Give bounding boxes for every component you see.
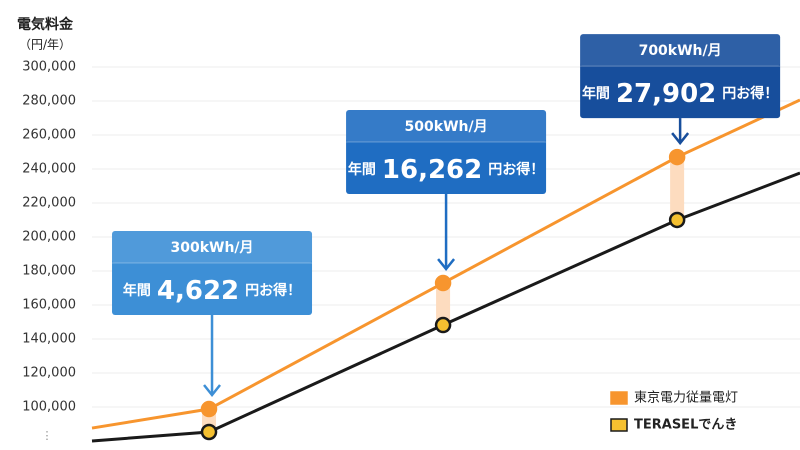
callout-box (580, 34, 781, 119)
y-tick-label: 180,000 (22, 263, 76, 278)
y-tick-label: 100,000 (22, 399, 76, 414)
callout-amount: 4,622 (157, 276, 239, 306)
y-tick-label: 300,000 (22, 59, 76, 74)
callout-arrowhead (203, 384, 222, 398)
callout-text: 年間 16,262 円お得！ (348, 155, 544, 185)
callout-prefix: 年間 (582, 85, 610, 102)
y-axis-unit: （円/年） (19, 38, 71, 52)
callout-amount: 27,902 (616, 79, 716, 109)
y-tick-label: 160,000 (22, 297, 76, 312)
savings-band (436, 283, 451, 326)
axis-break: ⋮ (42, 429, 53, 442)
y-tick-label: 280,000 (22, 93, 76, 108)
callout-arrowhead (437, 258, 456, 272)
y-tick-label: 120,000 (22, 365, 76, 380)
y-tick-label: 220,000 (22, 195, 76, 210)
callout-header (112, 231, 313, 264)
legend-label: TERASELでんき (634, 418, 737, 433)
legend-swatch (610, 391, 628, 405)
point-marker (434, 274, 452, 292)
y-axis-title: 電気料金 (17, 16, 74, 33)
callout-title: 700kWh/月 (639, 43, 722, 59)
point-marker (434, 316, 452, 334)
legend-label: 東京電力従量電灯 (634, 390, 738, 406)
y-tick-label: 260,000 (22, 127, 76, 142)
callout-suffix: 円お得！ (245, 282, 301, 299)
callout-amount: 16,262 (382, 155, 482, 185)
point-marker (668, 148, 686, 166)
point-marker (200, 423, 218, 441)
callout-box (112, 231, 313, 316)
callout-header (346, 110, 547, 143)
point-marker (668, 211, 686, 229)
callout-arrowhead (671, 132, 690, 146)
callout-header (580, 34, 781, 67)
y-tick-label: 240,000 (22, 161, 76, 176)
callout-suffix: 円お得！ (722, 85, 778, 102)
legend-swatch (610, 418, 628, 432)
callout-prefix: 年間 (348, 161, 376, 178)
y-tick-label: 200,000 (22, 229, 76, 244)
point-marker (200, 400, 218, 418)
y-tick-label: 140,000 (22, 331, 76, 346)
callout-title: 300kWh/月 (170, 240, 253, 256)
callout-prefix: 年間 (123, 282, 151, 299)
callout-suffix: 円お得！ (488, 161, 544, 178)
callout-title: 500kWh/月 (405, 119, 488, 135)
callout-text: 年間 4,622 円お得！ (123, 276, 301, 306)
savings-band (670, 157, 685, 220)
callout-box (346, 110, 547, 195)
callout-text: 年間 27,902 円お得！ (582, 79, 778, 109)
